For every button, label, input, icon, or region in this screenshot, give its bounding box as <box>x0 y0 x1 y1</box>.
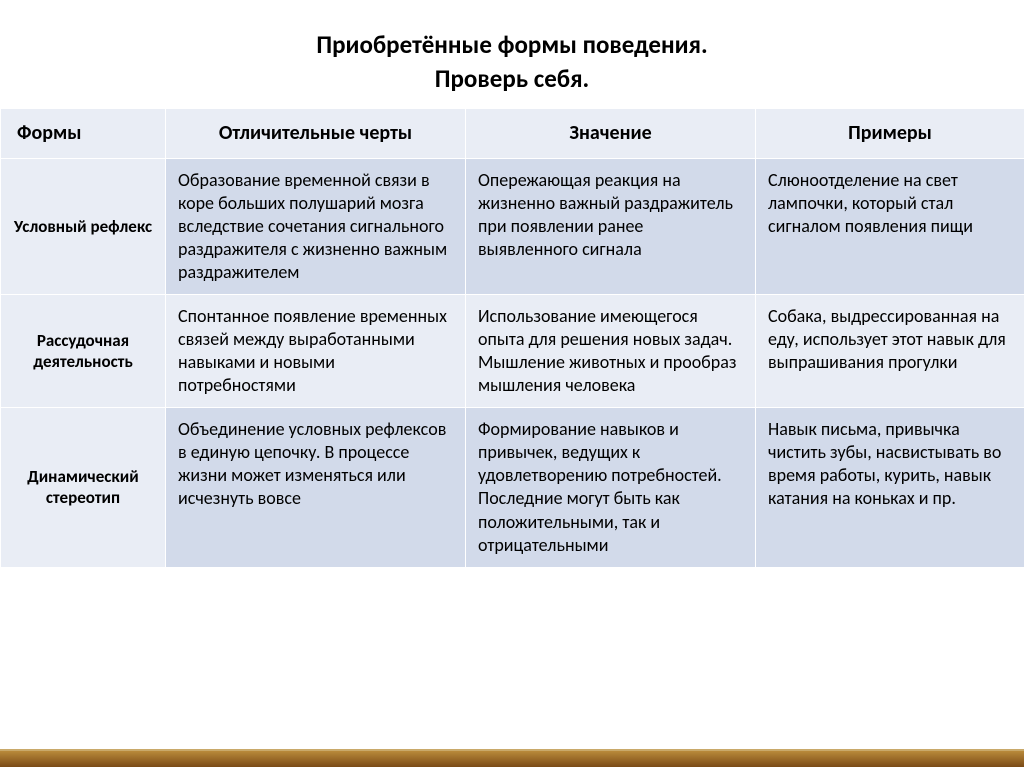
cell-examples: Собака, выдрессированная на еду, использ… <box>756 295 1024 408</box>
col-header-meaning: Значение <box>466 108 756 159</box>
table-row: Условный рефлекс Образование временной с… <box>1 159 1024 295</box>
row-label-stereotype: Динамический стереотип <box>1 408 166 567</box>
cell-traits: Объединение условных рефлексов в единую … <box>166 408 466 567</box>
title-block: Приобретённые формы поведения. Проверь с… <box>0 28 1024 96</box>
slide-subtitle: Проверь себя. <box>0 62 1024 96</box>
row-label-reflex: Условный рефлекс <box>1 159 166 295</box>
row-label-rational: Рассудочная деятельность <box>1 295 166 408</box>
cell-meaning: Использование имеющегося опыта для решен… <box>466 295 756 408</box>
col-header-forms: Формы <box>1 108 166 159</box>
behavior-table: Формы Отличительные черты Значение Приме… <box>0 108 1024 568</box>
cell-meaning: Опережающая реакция на жизненно важный р… <box>466 159 756 295</box>
slide: Приобретённые формы поведения. Проверь с… <box>0 0 1024 767</box>
col-header-examples: Примеры <box>756 108 1024 159</box>
table-row: Динамический стереотип Объединение услов… <box>1 408 1024 567</box>
footer-strip <box>0 751 1024 767</box>
table-row: Рассудочная деятельность Спонтанное появ… <box>1 295 1024 408</box>
col-header-traits: Отличительные черты <box>166 108 466 159</box>
cell-examples: Слюноотделение на свет лампочки, который… <box>756 159 1024 295</box>
cell-examples: Навык письма, привычка чистить зубы, нас… <box>756 408 1024 567</box>
cell-traits: Спонтанное появление временных связей ме… <box>166 295 466 408</box>
cell-traits: Образование временной связи в коре больш… <box>166 159 466 295</box>
cell-meaning: Формирование навыков и привычек, ведущих… <box>466 408 756 567</box>
table-header-row: Формы Отличительные черты Значение Приме… <box>1 108 1024 159</box>
slide-title: Приобретённые формы поведения. <box>0 28 1024 62</box>
